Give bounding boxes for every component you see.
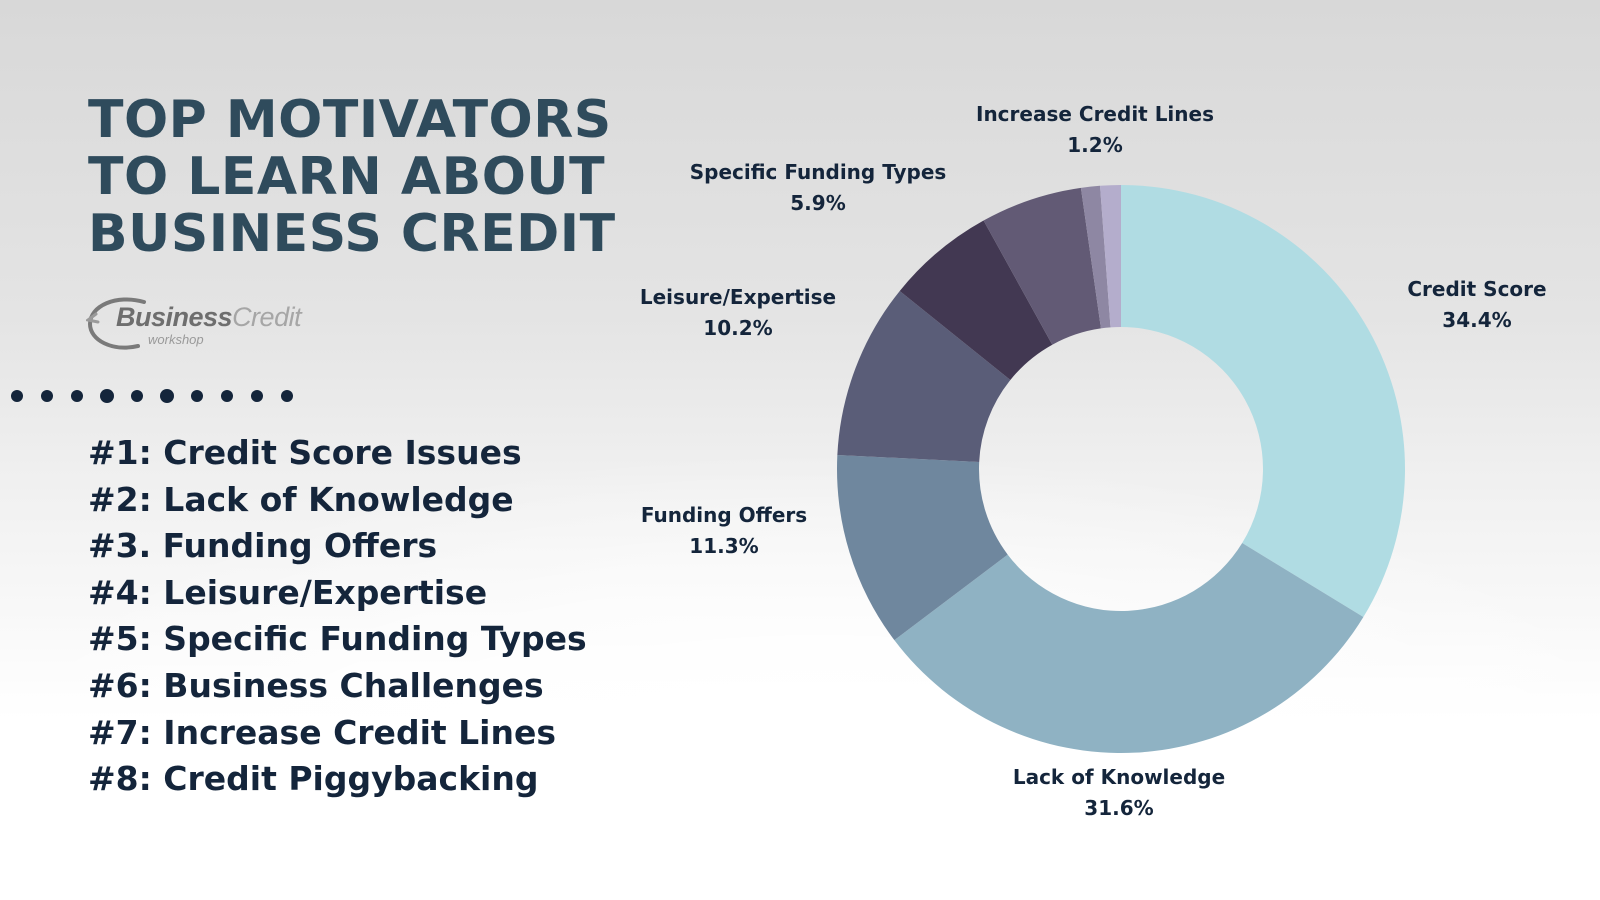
list-item: #4: Leisure/Expertise <box>88 572 488 612</box>
donut-slice-6 <box>1080 185 1111 329</box>
list-item: #1: Credit Score Issues <box>88 433 522 472</box>
slice-label: Specific Funding Types <box>690 160 947 184</box>
dot-icon <box>160 389 174 403</box>
slice-value-label: 31.6% <box>1084 796 1153 820</box>
slice-value-label: 5.9% <box>790 191 845 215</box>
list-item: #7: Increase Credit Lines <box>88 712 556 752</box>
title-line-2: TO LEARN ABOUT <box>88 147 606 207</box>
motivators-list: #1: Credit Score Issues #2: Lack of Know… <box>88 430 587 803</box>
business-credit-workshop-logo: BusinessCredit workshop <box>86 296 316 356</box>
slice-value-label: 34.4% <box>1442 308 1511 332</box>
list-item: #2: Lack of Knowledge <box>88 479 514 519</box>
title-line-1: TOP MOTIVATORS <box>88 90 612 150</box>
donut-slice-7 <box>1100 185 1121 328</box>
slice-label: Increase Credit Lines <box>976 102 1214 126</box>
slice-label: Lack of Knowledge <box>1013 765 1225 789</box>
dot-icon <box>191 390 203 402</box>
list-item: #8: Credit Piggybacking <box>88 759 539 799</box>
donut-slice-5 <box>983 187 1101 345</box>
logo-word-credit: Credit <box>232 302 302 332</box>
dot-icon <box>221 390 233 402</box>
dot-icon <box>131 390 143 402</box>
logo-swoosh-icon <box>86 297 146 350</box>
logo-subtitle: workshop <box>148 332 204 347</box>
page-title: TOP MOTIVATORS TO LEARN ABOUT BUSINESS C… <box>88 92 648 263</box>
decorative-dots <box>11 389 293 403</box>
slice-label: Leisure/Expertise <box>640 285 836 309</box>
donut-slice-2 <box>837 455 1008 641</box>
title-line-3: BUSINESS CREDIT <box>88 204 616 264</box>
dot-icon <box>11 390 23 402</box>
dot-icon <box>281 390 293 402</box>
dot-icon <box>100 389 114 403</box>
list-item: #6: Business Challenges <box>88 665 544 705</box>
slice-label: Credit Score <box>1407 277 1546 301</box>
dot-icon <box>41 390 53 402</box>
donut-slice-0 <box>1121 185 1405 618</box>
slice-value-label: 11.3% <box>689 534 758 558</box>
list-item: #5: Specific Funding Types <box>88 619 587 659</box>
donut-slice-1 <box>894 543 1364 753</box>
dot-icon <box>71 390 83 402</box>
donut-slice-3 <box>837 290 1011 463</box>
logo-word-business: Business <box>116 302 233 332</box>
list-item: #3. Funding Offers <box>88 526 438 566</box>
slice-label: Funding Offers <box>641 503 807 527</box>
slice-value-label: 1.2% <box>1067 133 1122 157</box>
slice-value-label: 10.2% <box>703 316 772 340</box>
donut-slice-4 <box>899 220 1053 380</box>
logo-wordmark: BusinessCredit <box>116 302 302 333</box>
dot-icon <box>251 390 263 402</box>
